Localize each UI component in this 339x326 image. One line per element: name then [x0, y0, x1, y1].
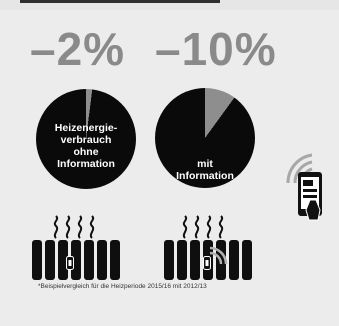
- pie-label-with-info: mit Information: [176, 158, 234, 182]
- percent-with-info: –10%: [155, 23, 277, 75]
- thermostat-icon: [203, 256, 211, 270]
- pie-label-without-info: Heizenergie- verbrauch ohne Information: [54, 122, 118, 170]
- radiator-icon: [32, 240, 120, 280]
- smartphone-icon: [298, 172, 322, 221]
- pie-with-info: [155, 88, 255, 188]
- top-banner: [0, 0, 339, 10]
- percent-without-info: –2%: [30, 23, 126, 75]
- heat-waves-icon: [53, 215, 95, 239]
- radiator-icon: [164, 240, 252, 280]
- banner-text-fragment: [20, 0, 220, 3]
- footnote: *Beispielvergleich für die Heizperiode 2…: [38, 283, 207, 290]
- thermostat-icon: [66, 256, 74, 270]
- wifi-signal-icon: [209, 246, 228, 265]
- pie-without-info: [36, 89, 136, 189]
- heat-waves-icon: [182, 215, 224, 239]
